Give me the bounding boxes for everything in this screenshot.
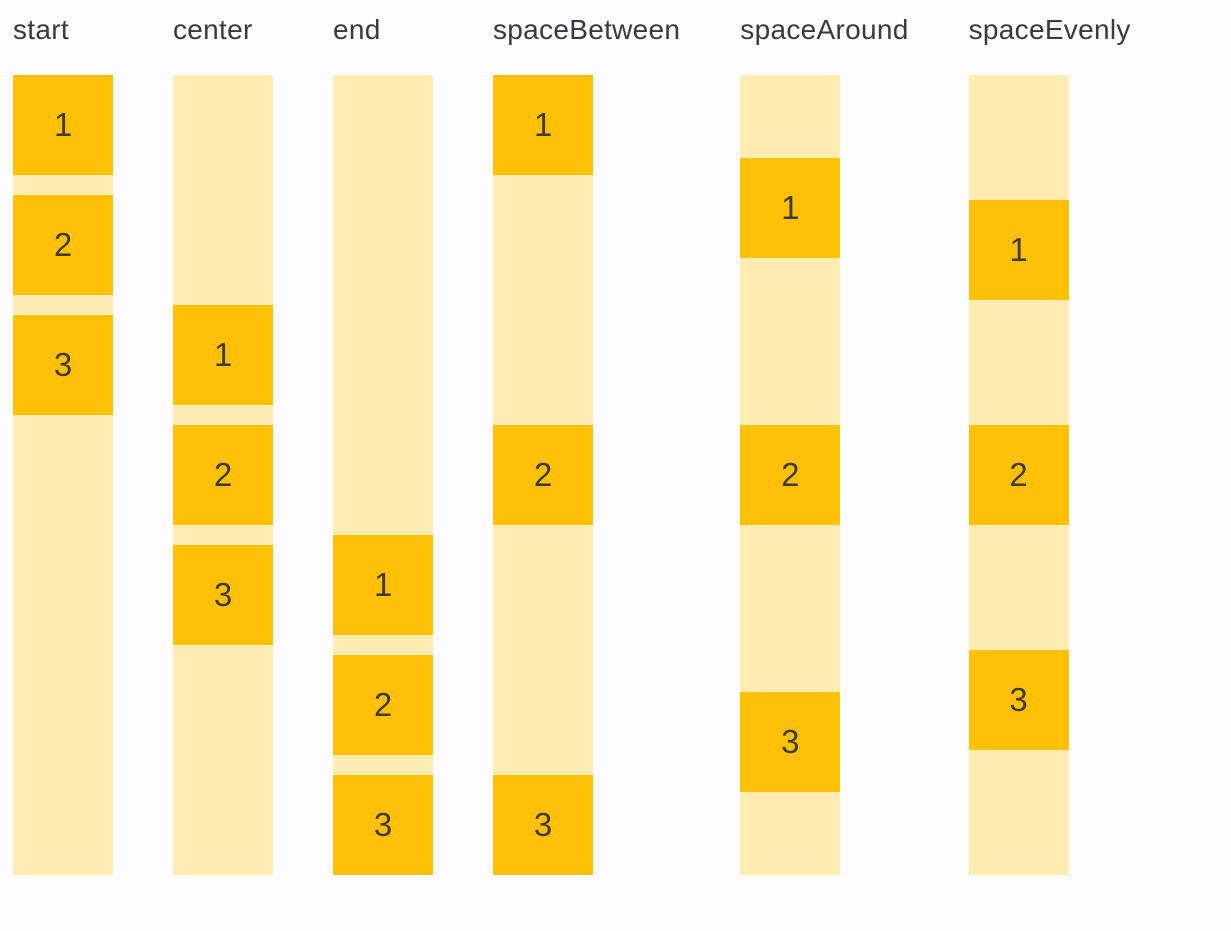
alignment-label: spaceAround xyxy=(740,14,909,45)
flex-item: 3 xyxy=(173,545,273,645)
flex-item-number: 2 xyxy=(781,455,800,493)
alignment-label: spaceBetween xyxy=(493,14,681,45)
alignment-column-end: end 1 2 3 xyxy=(333,12,433,875)
flex-item: 1 xyxy=(740,158,841,259)
flex-item: 2 xyxy=(173,425,273,525)
alignment-label: center xyxy=(173,14,253,45)
flex-item-number: 2 xyxy=(373,686,393,723)
flex-item-number: 3 xyxy=(373,806,393,843)
flex-item-number: 3 xyxy=(1009,681,1028,718)
flex-item-number: 3 xyxy=(53,346,73,383)
flex-item-number: 1 xyxy=(1009,231,1028,268)
alignment-column-center: center 1 2 3 xyxy=(173,12,273,875)
flex-item: 1 xyxy=(493,75,593,175)
flex-item-number: 1 xyxy=(213,336,233,373)
flex-item-number: 3 xyxy=(781,722,800,760)
alignment-label: start xyxy=(13,14,69,45)
alignment-column-spaceEvenly: spaceEvenly 1 2 3 xyxy=(968,12,1131,875)
flex-track: 1 2 3 xyxy=(173,75,273,875)
flex-item: 1 xyxy=(333,535,433,635)
alignment-label: end xyxy=(333,14,381,45)
flex-item-number: 3 xyxy=(533,806,553,843)
flex-item: 2 xyxy=(493,425,593,525)
flex-item: 2 xyxy=(740,424,841,525)
flex-item: 2 xyxy=(968,425,1069,525)
flex-item: 3 xyxy=(740,691,841,792)
flex-track: 1 2 3 xyxy=(493,75,593,875)
flex-item-number: 2 xyxy=(1009,456,1028,493)
flex-item: 2 xyxy=(13,195,113,295)
flex-item-number: 2 xyxy=(533,456,553,493)
flex-track: 1 2 3 xyxy=(968,75,1069,875)
flex-item-number: 2 xyxy=(213,456,233,493)
alignment-column-start: start 1 2 3 xyxy=(13,12,113,875)
flex-item-number: 3 xyxy=(213,576,233,613)
flex-track: 1 2 3 xyxy=(740,75,841,875)
flex-item: 1 xyxy=(968,200,1069,300)
flex-item: 3 xyxy=(13,315,113,415)
flex-item-number: 1 xyxy=(781,189,800,227)
flex-item: 3 xyxy=(968,650,1069,750)
flex-track: 1 2 3 xyxy=(13,75,113,875)
flex-item: 3 xyxy=(333,775,433,875)
alignment-label: spaceEvenly xyxy=(968,14,1131,45)
flex-item: 1 xyxy=(173,305,273,405)
flex-item-number: 1 xyxy=(53,106,73,143)
flex-item: 3 xyxy=(493,775,593,875)
flex-item-number: 1 xyxy=(533,106,553,143)
flex-item-number: 2 xyxy=(53,226,73,263)
flex-item-number: 1 xyxy=(373,566,393,603)
alignment-column-spaceBetween: spaceBetween 1 2 3 xyxy=(493,12,680,875)
columns-row: start 1 2 3 center 1 2 3 end 1 2 3 spaceBetween 1 2 3 sp… xyxy=(13,12,1231,875)
flex-item: 2 xyxy=(333,655,433,755)
alignment-column-spaceAround: spaceAround 1 2 3 xyxy=(740,12,908,875)
flex-item: 1 xyxy=(13,75,113,175)
flex-track: 1 2 3 xyxy=(333,75,433,875)
